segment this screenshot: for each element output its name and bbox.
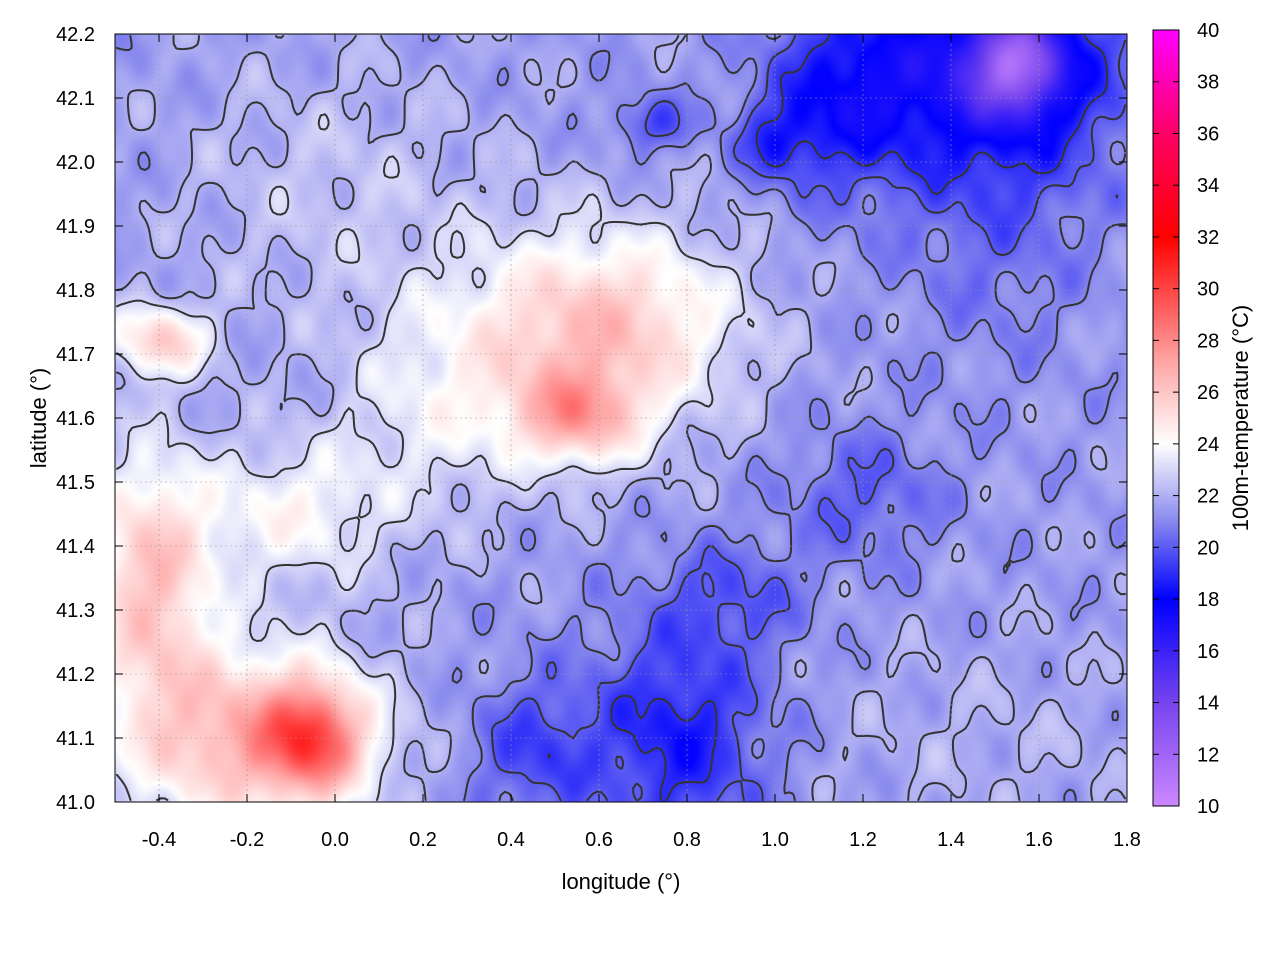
colorbar-gradient (1153, 30, 1179, 806)
colorbar-tick-label: 14 (1197, 693, 1219, 715)
contour-line (116, 113, 755, 801)
colorbar-tick-label: 40 (1197, 20, 1219, 42)
x-tick-label: 1.6 (1025, 829, 1053, 851)
x-tick-label: 0.8 (673, 829, 701, 851)
contour-line (547, 35, 1109, 801)
colorbar-tick-label: 22 (1197, 486, 1219, 508)
x-tick-label: -0.2 (230, 829, 264, 851)
colorbar-tick-label: 10 (1197, 796, 1219, 818)
x-tick-label: 0.4 (497, 829, 525, 851)
x-tick-label: 1.2 (849, 829, 877, 851)
colorbar-tick-label: 18 (1197, 589, 1219, 611)
x-tick-label: 1.8 (1113, 829, 1141, 851)
y-tick-label: 42.2 (56, 24, 95, 46)
y-axis-ticks: 41.0 41.1 41.2 41.3 41.4 41.5 41.6 41.7 41.8 41.9… (56, 24, 1127, 814)
y-tick-label: 41.4 (56, 536, 95, 558)
y-tick-label: 41.2 (56, 664, 95, 686)
y-tick-label: 42.1 (56, 88, 95, 110)
colorbar-tick-label: 30 (1197, 279, 1219, 301)
x-tick-label: 1.4 (937, 829, 965, 851)
y-tick-label: 41.5 (56, 472, 95, 494)
colorbar-label: 100m-temperature (°C) (1228, 305, 1253, 531)
colorbar-frame (1152, 29, 1180, 807)
y-tick-label: 41.3 (56, 600, 95, 622)
colorbar-tick-label: 26 (1197, 382, 1219, 404)
colorbar-tick-label: 16 (1197, 641, 1219, 663)
x-tick-label: 0.6 (585, 829, 613, 851)
temperature-contours (116, 35, 1126, 801)
contour-line (116, 35, 1126, 801)
colorbar-tick-label: 38 (1197, 72, 1219, 94)
colorbar-tick-label: 12 (1197, 744, 1219, 766)
y-tick-label: 41.7 (56, 344, 95, 366)
colorbar-tick-label: 28 (1197, 330, 1219, 352)
x-tick-label: 0.2 (409, 829, 437, 851)
colorbar-tick-label: 34 (1197, 175, 1219, 197)
x-axis-label: longitude (°) (562, 869, 681, 894)
y-tick-label: 41.8 (56, 280, 95, 302)
x-tick-label: 0.0 (321, 829, 349, 851)
colorbar-tick-label: 20 (1197, 537, 1219, 559)
contour-line (491, 35, 1126, 801)
x-tick-label: -0.4 (142, 829, 176, 851)
colorbar-ticks: 10 12 14 16 18 20 22 24 26 28 30 32 34 36 38 40 (1153, 20, 1219, 818)
y-axis-label: latitude (°) (26, 368, 51, 469)
y-tick-label: 41.1 (56, 728, 95, 750)
colorbar-tick-label: 36 (1197, 123, 1219, 145)
y-tick-label: 42.0 (56, 152, 95, 174)
x-axis-ticks: -0.4 -0.2 0.0 0.2 0.4 0.6 0.8 1.0 1.2 1.4 1.6 1.8 (142, 34, 1141, 851)
y-tick-label: 41.6 (56, 408, 95, 430)
y-tick-label: 41.0 (56, 792, 95, 814)
y-tick-label: 41.9 (56, 216, 95, 238)
contour-line (116, 35, 1126, 801)
colorbar-tick-label: 24 (1197, 434, 1219, 456)
colorbar-tick-label: 32 (1197, 227, 1219, 249)
x-tick-label: 1.0 (761, 829, 789, 851)
